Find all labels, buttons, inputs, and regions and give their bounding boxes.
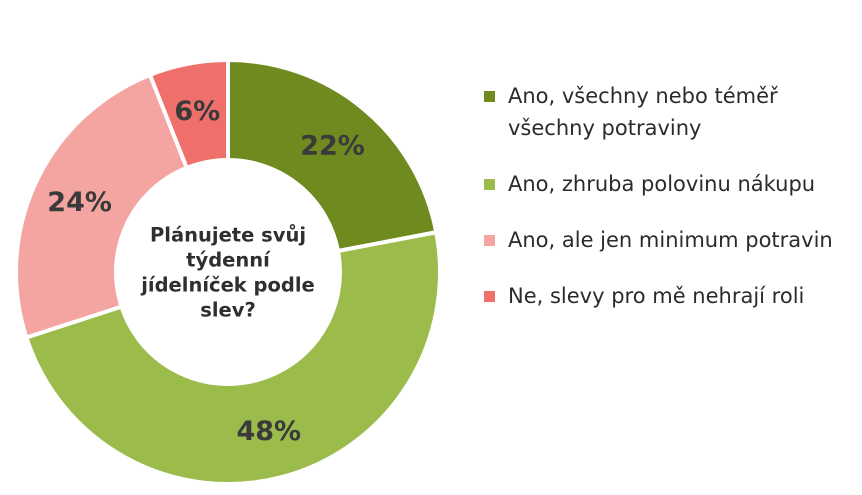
- donut-slices: [14, 57, 442, 486]
- legend-label: Ano, ale jen minimum potravin: [508, 228, 833, 252]
- slice-labels: 22% 48% 24% 6%: [47, 96, 365, 447]
- legend-swatch: [484, 235, 495, 246]
- chart-title-line: Plánujete svůj: [150, 224, 306, 247]
- donut-slice: [147, 57, 230, 171]
- donut-slice: [226, 57, 439, 254]
- chart-title: Plánujete svůj týdenní jídelníček podle sle…: [140, 224, 315, 322]
- donut-chart: 22% 48% 24% 6% Plánujete svůj týdenní jídelní…: [14, 57, 442, 486]
- legend-item: Ano, zhruba polovinu nákupu: [478, 168, 848, 200]
- slice-data-label: 24%: [47, 187, 112, 218]
- legend-item: Ne, slevy pro mě nehrají roli: [478, 280, 848, 312]
- legend-swatch: [484, 291, 495, 302]
- slice-data-label: 6%: [174, 96, 220, 127]
- legend-label: Ano, všechny nebo téměř všechny potravin…: [508, 84, 778, 140]
- slice-data-label: 48%: [236, 416, 301, 447]
- chart-title-line: jídelníček podle: [140, 274, 315, 297]
- slice-data-label: 22%: [300, 131, 365, 162]
- legend-swatch: [484, 91, 495, 102]
- legend-label: Ano, zhruba polovinu nákupu: [508, 172, 816, 196]
- chart-title-line: slev?: [200, 299, 256, 322]
- legend-item: Ano, všechny nebo téměř všechny potravin…: [478, 80, 848, 144]
- legend-label: Ne, slevy pro mě nehrají roli: [508, 284, 805, 308]
- legend: Ano, všechny nebo téměř všechny potravin…: [478, 80, 848, 336]
- chart-title-line: týdenní: [186, 249, 271, 272]
- donut-slice: [14, 72, 190, 341]
- legend-swatch: [484, 179, 495, 190]
- donut-slice: [23, 229, 442, 486]
- legend-item: Ano, ale jen minimum potravin: [478, 224, 848, 256]
